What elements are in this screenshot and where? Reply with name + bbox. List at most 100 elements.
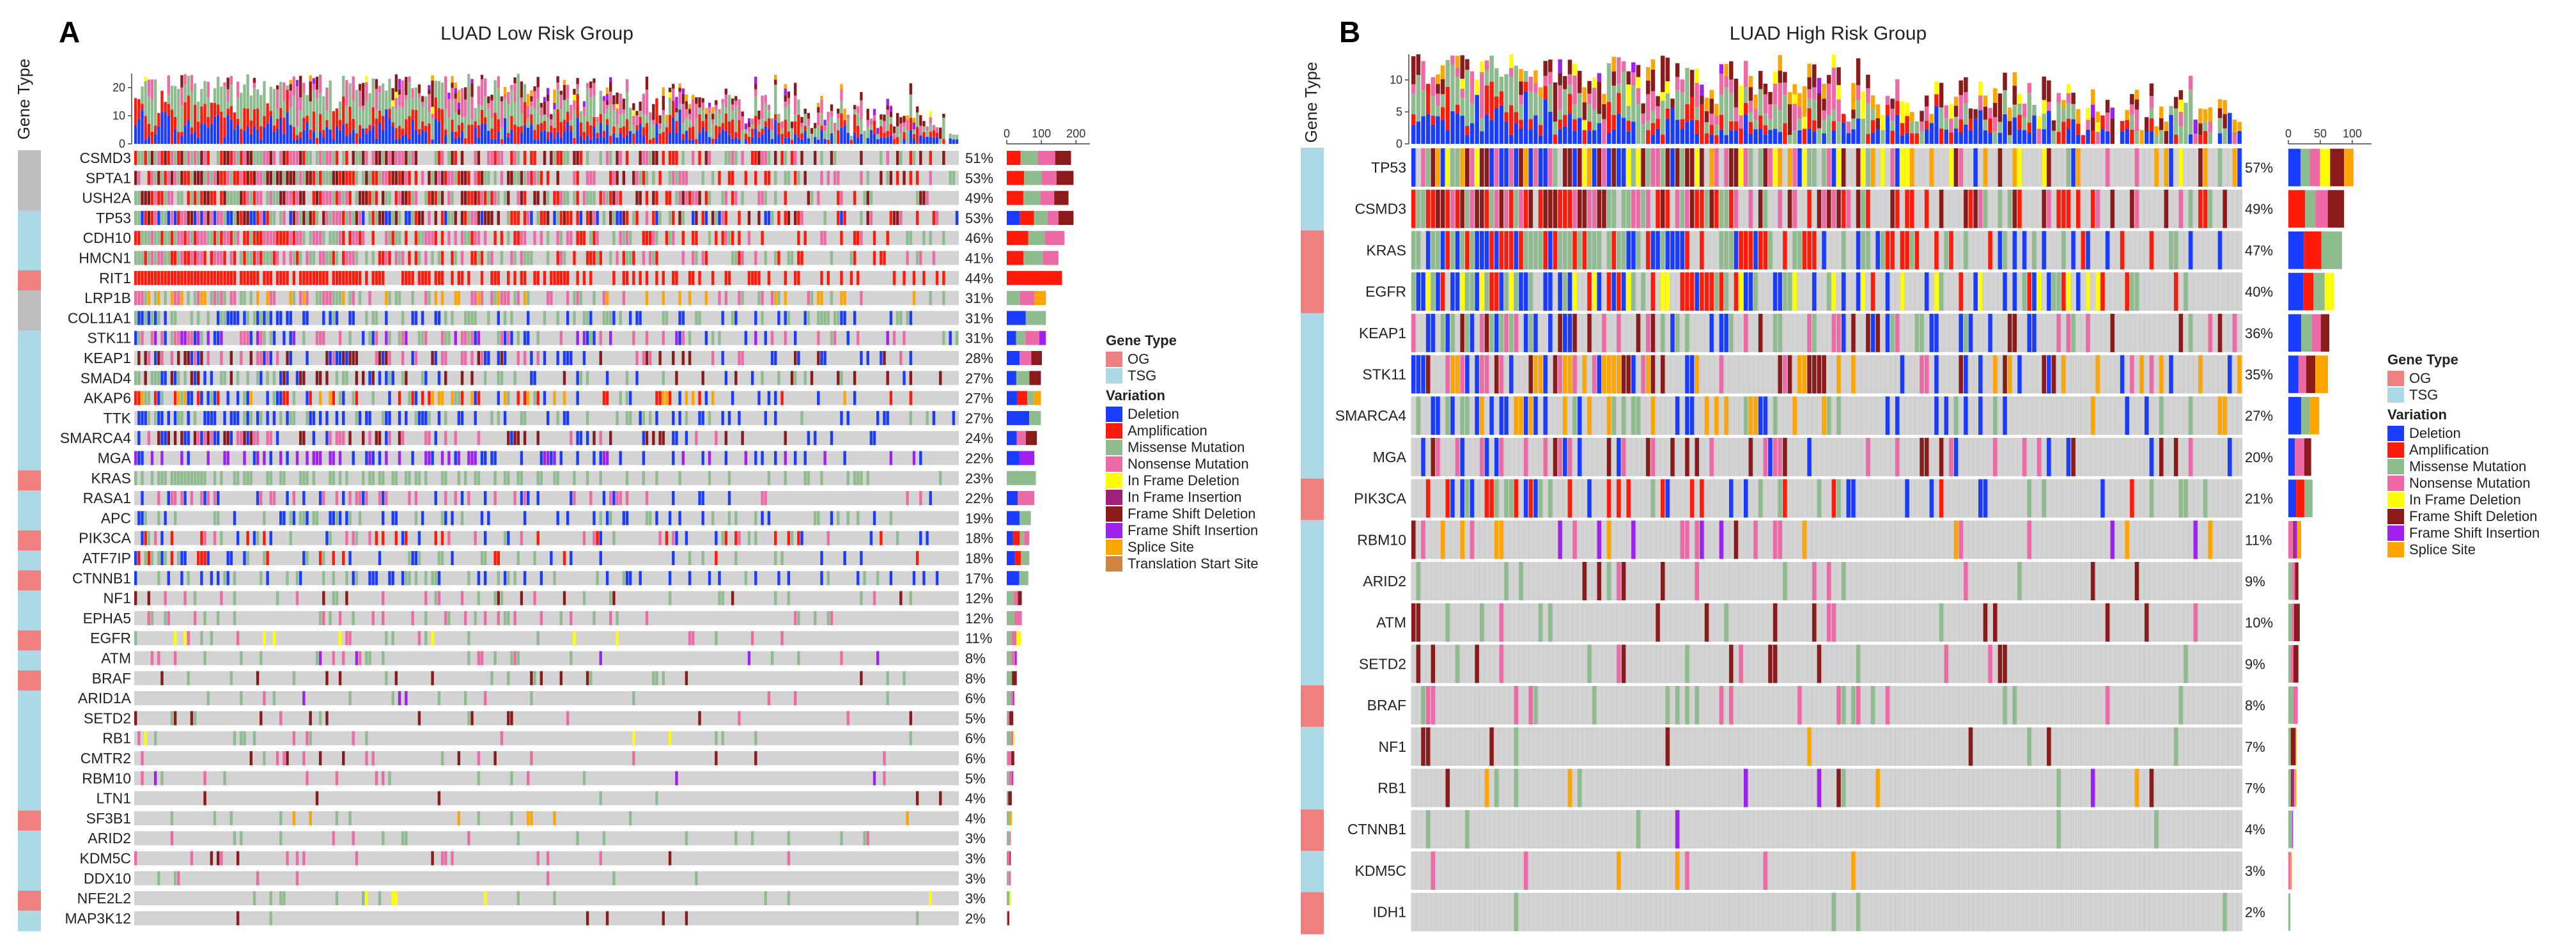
mutation-cell <box>217 851 220 866</box>
top-bar-segment <box>1440 79 1445 95</box>
mutation-cell <box>579 231 582 245</box>
top-bar-segment <box>1425 84 1431 114</box>
gene-type-cell <box>18 670 41 692</box>
top-bar-segment <box>141 86 144 104</box>
mutation-cell <box>362 431 365 446</box>
mutation-cell <box>576 331 579 345</box>
mutation-cell <box>1910 148 1914 187</box>
mutation-cell <box>249 171 252 185</box>
mutation-cell <box>243 251 246 265</box>
mutation-cell <box>698 711 701 726</box>
gene-type-cell <box>18 230 41 251</box>
mutation-cell <box>173 231 177 245</box>
top-bar-segment <box>424 96 428 126</box>
mutation-cell <box>662 331 665 345</box>
mutation-cell <box>447 231 451 245</box>
mutation-cell <box>217 431 220 446</box>
mutation-cell <box>1514 148 1519 187</box>
mutation-cell <box>358 491 362 506</box>
mutation-cell <box>539 210 543 225</box>
mutation-cell <box>388 391 391 405</box>
mutation-cell <box>197 351 200 365</box>
mutation-cell <box>325 671 329 685</box>
top-bar-segment <box>147 96 151 124</box>
top-bar-segment <box>797 137 800 144</box>
mutation-cell <box>573 251 576 265</box>
mutation-cell <box>332 351 335 365</box>
top-bar-segment <box>1558 73 1562 86</box>
mutation-cell <box>167 171 170 185</box>
top-bar-segment <box>1587 93 1592 104</box>
top-bar-segment <box>378 93 382 111</box>
top-bar-segment <box>675 97 678 108</box>
right-bar-segment <box>1029 410 1041 425</box>
top-bar-segment <box>1611 129 1617 144</box>
right-bar-segment <box>2344 148 2354 187</box>
gene-percentage: 5% <box>965 770 986 786</box>
mutation-cell <box>157 171 160 185</box>
top-bar-segment <box>556 109 559 132</box>
mutation-cell <box>437 551 441 565</box>
mutation-cell <box>813 431 817 446</box>
mutation-cell <box>807 431 811 446</box>
mutation-cell <box>487 311 490 325</box>
right-bar-segment <box>1007 711 1009 726</box>
mutation-cell <box>487 191 490 205</box>
mutation-cell <box>1900 148 1905 187</box>
mutation-cell <box>474 331 477 345</box>
mutation-cell <box>137 410 141 425</box>
mutation-cell <box>157 511 160 526</box>
chart-title: LUAD High Risk Group <box>1730 23 1927 44</box>
mutation-cell <box>279 191 283 205</box>
mutation-cell <box>556 511 559 526</box>
top-bar-segment <box>1875 104 1880 119</box>
top-bar-segment <box>190 134 194 144</box>
mutation-cell <box>830 431 834 446</box>
mutation-cell <box>217 611 220 625</box>
mutation-cell <box>141 471 144 485</box>
mutation-cell <box>444 851 447 866</box>
top-bar-segment <box>1875 118 1880 130</box>
mutation-cell <box>137 270 141 285</box>
top-bar-segment <box>645 90 649 114</box>
top-bar-segment <box>672 88 675 101</box>
mutation-cell <box>503 331 507 345</box>
mutation-cell <box>408 471 411 485</box>
top-bar-segment <box>813 123 817 128</box>
top-bar-segment <box>2027 93 2032 123</box>
top-bar-segment <box>1431 115 1436 125</box>
mutation-cell <box>229 311 233 325</box>
mutation-cell <box>153 270 157 285</box>
mutation-cell <box>553 270 556 285</box>
mutation-cell <box>668 571 672 586</box>
mutation-cell <box>566 291 570 306</box>
gene-type-cell <box>18 870 41 892</box>
top-bar-segment <box>797 99 800 115</box>
top-bar-segment <box>411 109 414 120</box>
mutation-cell <box>955 210 959 225</box>
mutation-cell <box>566 231 570 245</box>
mutation-cell <box>352 391 355 405</box>
mutation-cell <box>335 771 339 786</box>
mutation-cell <box>295 591 299 605</box>
mutation-cell <box>424 471 428 485</box>
top-bar-segment <box>1822 98 1826 111</box>
mutation-cell <box>233 210 237 225</box>
mutation-cell <box>355 171 359 185</box>
mutation-cell <box>582 591 586 605</box>
mutation-cell <box>460 151 464 165</box>
top-bar-segment <box>1504 112 1509 122</box>
mutation-cell <box>589 251 593 265</box>
top-bar-segment <box>889 105 893 112</box>
top-bar-segment <box>688 119 692 128</box>
top-bar-segment <box>1572 119 1577 131</box>
mutation-cell <box>833 311 837 325</box>
top-bar-segment <box>1494 96 1499 108</box>
mutation-cell <box>428 210 431 225</box>
mutation-cell <box>266 291 269 306</box>
top-bar-segment <box>1650 123 1656 135</box>
mutation-cell <box>279 511 283 526</box>
mutation-cell <box>530 251 533 265</box>
top-bar-segment <box>727 134 731 144</box>
mutation-cell <box>141 151 144 165</box>
